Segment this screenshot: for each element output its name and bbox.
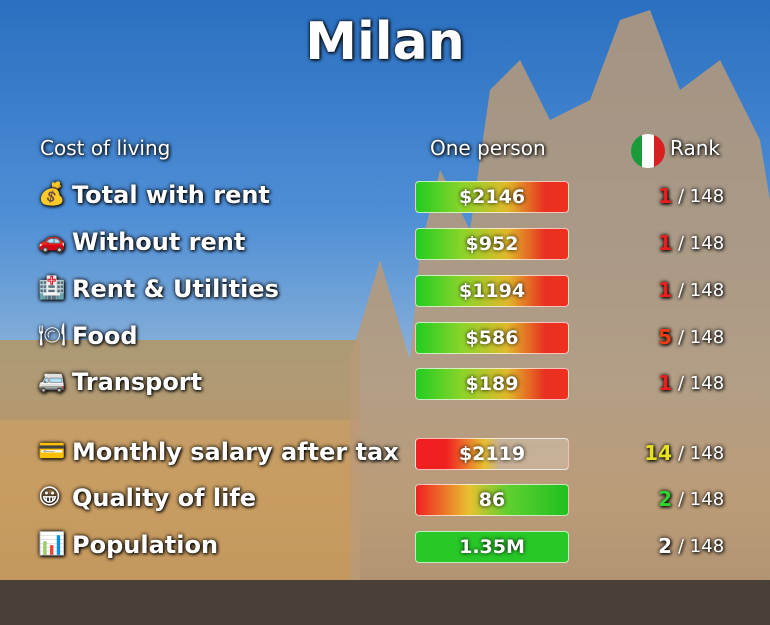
row-value: $586 [415,322,569,354]
row-rank: 2 [658,534,672,558]
row-value: 1.35M [415,531,569,563]
row-rank: 1 [658,231,672,255]
row-rank: 1 [658,371,672,395]
title: Milan [305,12,465,72]
row-total: / 148 [678,327,725,348]
row-total: / 148 [678,443,725,464]
row-total: / 148 [678,373,725,394]
icon: 💳 [38,439,66,464]
row-total: / 148 [678,280,725,301]
icon: 😀 [38,485,61,510]
icon: 🚗 [38,229,66,254]
row-total: / 148 [678,536,725,557]
row-rank: 2 [658,487,672,511]
icon: 📊 [38,532,66,557]
icon: 💰 [38,182,66,207]
row-value: 86 [415,484,569,516]
row-rank: 1 [658,278,672,302]
row-rank: 5 [658,325,672,349]
header-label: Cost of living [40,136,171,160]
row-label: Monthly salary after tax [72,438,399,466]
row-total: / 148 [678,489,725,510]
row-total: / 148 [678,233,725,254]
row-label: Without rent [72,228,246,256]
row-value: $189 [415,368,569,400]
row-value: $952 [415,228,569,260]
icon: 🚐 [38,369,66,394]
row-label: Quality of life [72,484,257,512]
row-label: Transport [72,368,203,396]
header-value: One person [430,136,546,160]
icon: 🏥 [38,276,66,301]
row-value: $2146 [415,181,569,213]
italy-flag [631,134,665,168]
row-label: Total with rent [72,181,270,209]
row-rank: 14 [644,441,672,465]
row-value: $2119 [415,438,569,470]
row-total: / 148 [678,186,725,207]
header-rank: Rank [670,136,720,160]
row-label: Rent & Utilities [72,275,279,303]
row-value: $1194 [415,275,569,307]
row-label: Population [72,531,219,559]
row-rank: 1 [658,184,672,208]
icon: 🍽 [38,323,66,348]
row-label: Food [72,322,138,350]
